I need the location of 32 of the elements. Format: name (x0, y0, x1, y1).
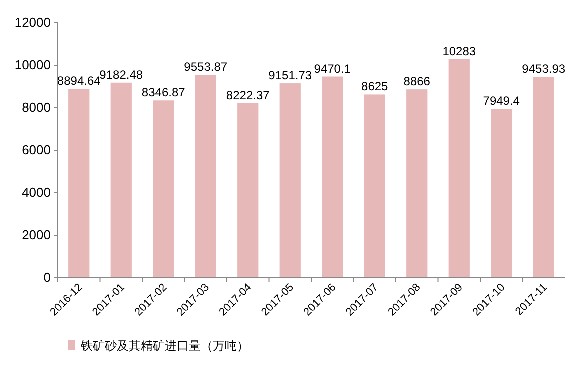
bar (153, 100, 174, 278)
y-tick-label: 6000 (22, 142, 51, 158)
data-label: 8346.87 (142, 86, 186, 100)
y-tick-label: 0 (44, 270, 51, 285)
bar (364, 94, 386, 278)
bar (448, 59, 470, 278)
bar (110, 82, 132, 278)
data-label: 7949.4 (483, 94, 520, 108)
data-label: 8866 (404, 74, 431, 89)
bar (280, 84, 301, 278)
bar (406, 90, 428, 278)
data-label: 9182.48 (100, 68, 144, 82)
y-tick-label: 8000 (22, 100, 51, 115)
y-tick-label: 12000 (14, 15, 51, 30)
data-label: 9553.87 (184, 60, 228, 74)
y-tick-label: 4000 (22, 185, 51, 200)
data-label: 8222.37 (226, 88, 270, 102)
bar (195, 74, 216, 278)
legend-label: 铁矿砂及其精矿进口量（万吨） (80, 339, 249, 353)
data-label: 10283 (442, 44, 476, 58)
bar (533, 77, 554, 278)
y-tick-label: 10000 (14, 58, 51, 72)
bar (491, 109, 512, 278)
bar (238, 103, 259, 278)
data-label: 9470.1 (314, 62, 352, 76)
bar (68, 88, 90, 278)
data-label: 9151.73 (268, 68, 312, 83)
data-label: 8625 (362, 80, 389, 94)
data-label: 8894.64 (57, 74, 102, 88)
bar (322, 76, 344, 278)
data-label: 9453.93 (522, 62, 566, 76)
y-tick-label: 2000 (22, 228, 51, 242)
